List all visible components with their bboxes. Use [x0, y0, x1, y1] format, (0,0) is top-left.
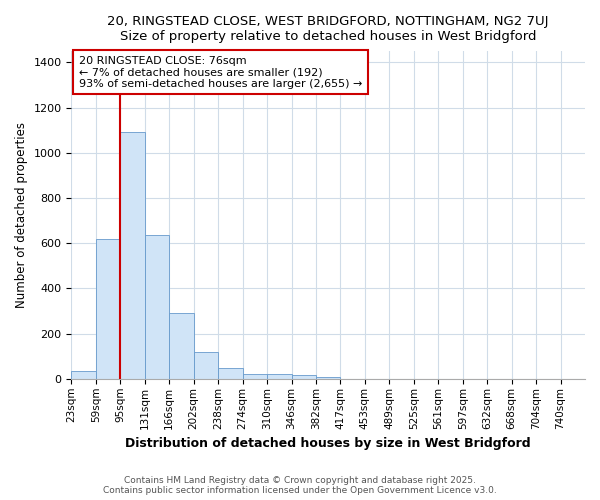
Bar	[194, 352, 218, 379]
Title: 20, RINGSTEAD CLOSE, WEST BRIDGFORD, NOTTINGHAM, NG2 7UJ
Size of property relati: 20, RINGSTEAD CLOSE, WEST BRIDGFORD, NOT…	[107, 15, 549, 43]
Bar	[242, 374, 267, 379]
Text: 20 RINGSTEAD CLOSE: 76sqm
← 7% of detached houses are smaller (192)
93% of semi-: 20 RINGSTEAD CLOSE: 76sqm ← 7% of detach…	[79, 56, 362, 89]
Bar	[267, 374, 292, 379]
Bar	[316, 376, 340, 379]
Y-axis label: Number of detached properties: Number of detached properties	[15, 122, 28, 308]
Bar	[218, 368, 242, 379]
Bar	[292, 375, 316, 379]
X-axis label: Distribution of detached houses by size in West Bridgford: Distribution of detached houses by size …	[125, 437, 531, 450]
Bar	[71, 371, 96, 379]
Bar	[96, 238, 121, 379]
Bar	[121, 132, 145, 379]
Text: Contains HM Land Registry data © Crown copyright and database right 2025.
Contai: Contains HM Land Registry data © Crown c…	[103, 476, 497, 495]
Bar	[169, 314, 194, 379]
Bar	[145, 236, 169, 379]
